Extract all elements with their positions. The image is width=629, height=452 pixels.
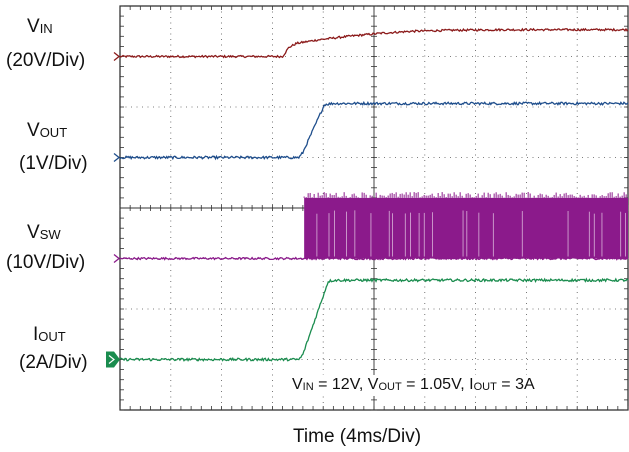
label-iout: IOUT — [33, 324, 66, 345]
trace-line — [119, 277, 629, 363]
traces — [119, 27, 629, 363]
channel-marker — [113, 253, 121, 264]
channel-markers — [106, 51, 121, 368]
label-vsw: VSW — [27, 222, 61, 243]
trace-vin — [119, 27, 629, 59]
channel-marker — [113, 152, 121, 163]
scale-vsw: (10V/Div) — [6, 252, 86, 273]
trace-vout — [119, 100, 629, 161]
trace-iout — [119, 277, 629, 363]
trace-line — [119, 100, 629, 161]
label-vout: VOUT — [27, 120, 68, 141]
channel-marker-glyph — [108, 355, 115, 364]
conditions-annotation: VIN = 12V, VOUT = 1.05V, IOUT = 3A — [290, 375, 537, 396]
scale-vout: (1V/Div) — [19, 153, 88, 174]
scale-iout: (2A/Div) — [19, 352, 88, 373]
trace-vsw — [119, 191, 629, 261]
trace-line — [119, 27, 629, 59]
switching-band — [304, 197, 628, 259]
label-vin: VIN — [27, 16, 53, 37]
grid — [119, 5, 629, 411]
channel-marker-active — [106, 351, 120, 368]
channel-marker — [113, 51, 121, 62]
scale-vin: (20V/Div) — [6, 50, 86, 71]
x-axis-label: Time (4ms/Div) — [293, 426, 422, 447]
